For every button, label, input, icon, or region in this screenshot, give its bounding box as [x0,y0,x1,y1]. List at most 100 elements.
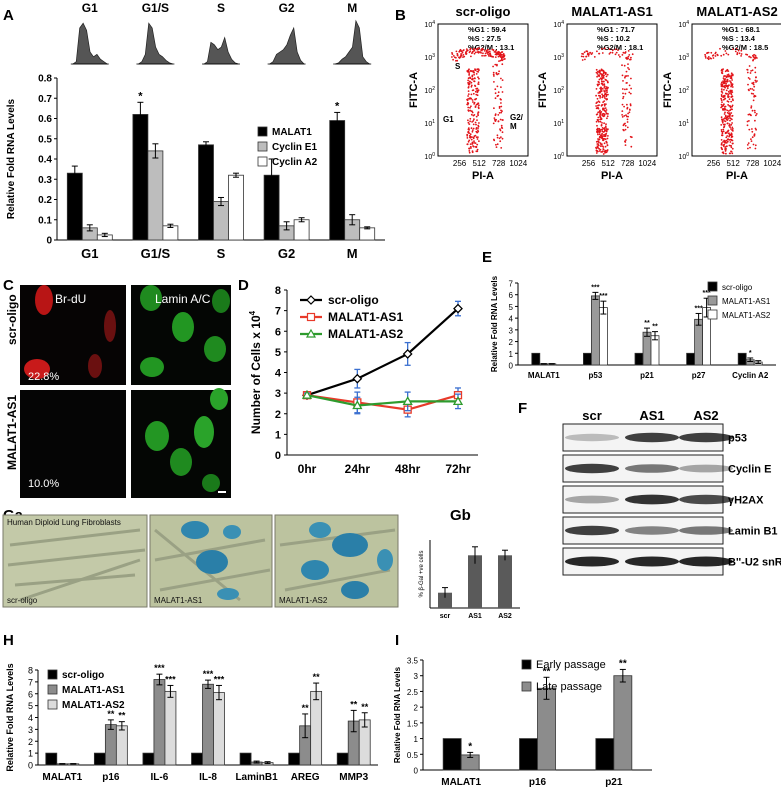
flow-event-dot [748,55,750,58]
legend-entry: MALAT1-AS2 [328,327,403,341]
significance-marker: * [335,100,340,112]
flow-event-dot [484,52,487,55]
beta-gal-stain [332,533,368,557]
flow-event-dot [467,131,469,134]
flow-event-dot [732,99,734,102]
flow-event-dot [611,51,614,54]
x-tick-label: 1024 [638,159,656,168]
flow-event-dot [630,136,633,139]
flow-event-dot [608,48,611,51]
flow-event-dot [626,107,629,110]
flow-event-dot [598,150,601,152]
flow-event-dot [750,138,752,141]
flow-event-dot [731,74,734,77]
flow-event-dot [602,153,605,155]
flow-event-dot [727,117,729,120]
flow-event-dot [487,51,490,54]
flow-event-dot [747,147,749,150]
x-category-label: IL-6 [151,772,169,783]
flow-event-dot [601,48,603,50]
flow-event-dot [468,151,471,154]
flow-event-dot [481,49,483,52]
flow-event-dot [472,145,475,148]
bar [634,352,644,366]
flow-event-dot [750,114,752,117]
bar [213,201,229,241]
flow-event-dot [497,53,500,56]
flow-event-dot [606,89,608,92]
flow-event-dot [604,145,607,148]
flow-event-dot [581,59,584,61]
bar [239,752,252,766]
flow-event-dot [477,106,480,109]
flow-event-dot [494,88,497,91]
blot-column-as2: AS2 [693,408,718,423]
flow-event-dot [470,110,473,112]
significance-marker: *** [599,293,607,300]
flow-event-dot [623,64,626,67]
flow-event-dot [706,52,708,55]
flow-event-dot [494,97,497,100]
y-tick-label: 0.5 [38,134,52,145]
flow-event-dot [731,105,733,108]
significance-marker: ** [118,711,126,721]
y-tick-label: 1 [275,429,281,441]
flow-event-dot [598,94,600,97]
flow-event-dot [750,140,753,143]
flow-event-dot [475,48,478,50]
x-category-label: p27 [692,371,706,380]
flow-event-dot [470,147,472,149]
y-axis-label: Relative Fold RNA Levels [490,275,499,372]
legend-swatch [257,141,268,152]
flow-event-dot [595,68,598,71]
flow-event-dot [601,80,603,83]
flow-event-dot [723,95,726,98]
flow-event-dot [714,55,717,57]
flow-event-dot [746,71,749,74]
flow-event-dot [725,139,728,142]
blot-band [625,556,679,567]
flow-event-dot [493,81,495,83]
flow-event-dot [473,52,476,55]
blot-band [565,525,619,536]
flow-event-dot [459,55,462,57]
y-tick-label: 0 [275,450,281,462]
dna-content-histogram [268,26,305,65]
flow-event-dot [475,93,478,96]
flow-plot-frame [566,23,658,157]
flow-event-dot [721,132,724,135]
flow-event-dot [629,92,632,95]
legend-entry: Late passage [536,681,602,693]
y-axis-label: FITC-A [537,72,549,108]
flow-event-dot [728,112,731,114]
flow-event-dot [722,128,725,131]
x-category-label: G1/S [141,246,171,261]
flow-event-dot [751,136,754,139]
flow-event-dot [497,114,500,116]
flow-event-dot [478,69,480,72]
flow-event-dot [712,54,715,56]
flow-event-dot [467,98,469,100]
y-tick-label: 5 [28,701,33,711]
flow-event-dot [720,116,723,119]
flow-event-dot [624,92,627,95]
bar [164,690,177,766]
flow-event-dot [468,128,470,131]
flow-event-dot [501,119,504,121]
flow-event-dot [730,108,733,111]
panel-label-c: C [3,277,14,294]
flow-event-dot [755,113,758,115]
x-tick-label: 512 [726,159,740,168]
flow-event-dot [601,95,604,97]
flow-event-dot [475,115,478,118]
flow-event-dot [727,104,729,106]
flow-event-dot [721,68,723,71]
blot-label: Lamin B1 [728,526,778,538]
flow-event-dot [727,90,730,93]
legend-entry: scr-oligo [328,293,379,307]
bar [191,752,203,766]
flow-event-dot [730,100,733,103]
flow-event-dot [605,75,608,78]
flow-event-dot [469,47,472,50]
flow-event-dot [722,123,725,126]
